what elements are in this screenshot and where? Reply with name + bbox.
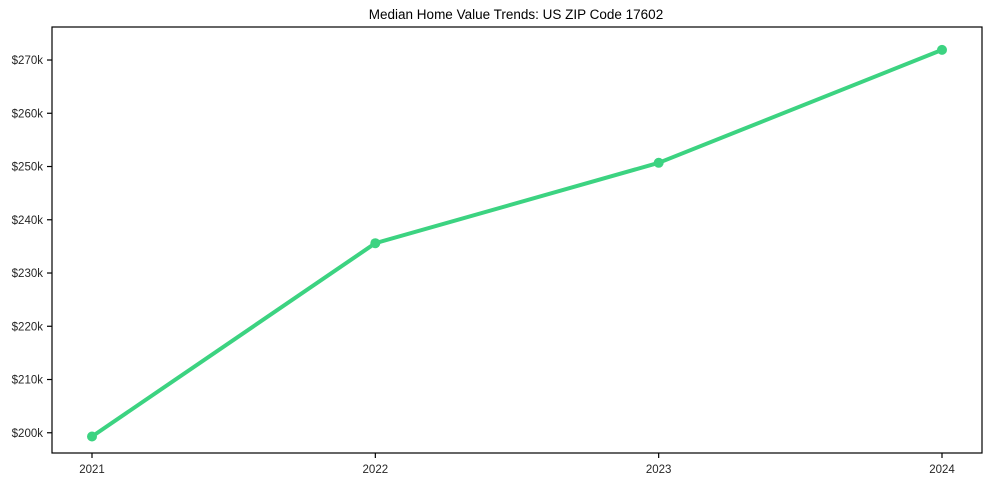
y-axis-tick-label: $230k <box>12 268 44 280</box>
chart-title: Median Home Value Trends: US ZIP Code 17… <box>368 7 664 22</box>
y-axis-tick-label: $260k <box>12 108 44 120</box>
x-axis-tick-label: 2024 <box>929 464 955 476</box>
y-axis-tick-label: $240k <box>12 215 44 227</box>
plot-frame <box>51 26 983 454</box>
y-axis-tick-label: $220k <box>12 321 44 333</box>
data-point-2022 <box>370 238 381 249</box>
x-axis-tick-label: 2022 <box>363 464 389 476</box>
trend-line <box>90 47 944 439</box>
data-point-2021 <box>87 431 97 442</box>
y-axis-tick-label: $250k <box>12 162 44 174</box>
x-axis-tick-label: 2021 <box>79 464 105 476</box>
y-axis-tick-label: $200k <box>12 428 44 440</box>
data-point-2023 <box>653 157 664 168</box>
y-axis-tick-label: $210k <box>12 375 44 387</box>
x-axis-tick-label: 2023 <box>646 464 672 476</box>
y-axis-tick-label: $270k <box>12 55 44 67</box>
data-point-2024 <box>937 44 947 55</box>
